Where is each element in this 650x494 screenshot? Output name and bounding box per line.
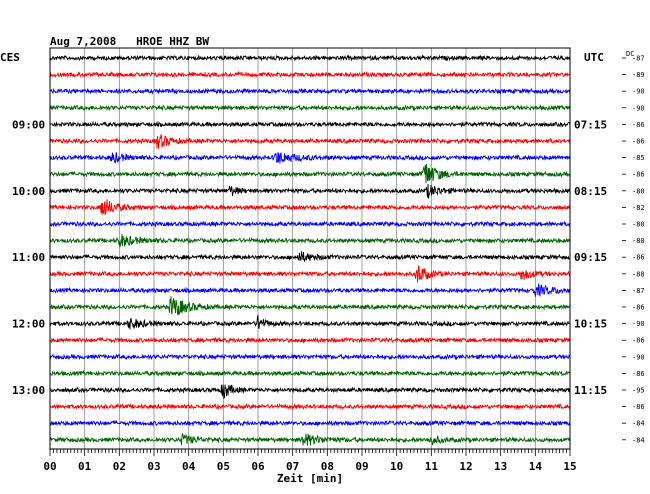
dc-value: -86 [632,370,645,378]
x-tick-label: 04 [182,460,196,473]
x-tick-label: 08 [321,460,334,473]
trace-line [49,433,571,446]
left-time-label: 10:00 [12,185,45,198]
dc-value: -89 [632,71,645,79]
trace-line [49,353,571,361]
trace-line [49,220,571,228]
left-time-label: 12:00 [12,318,45,331]
dc-value: -86 [632,171,645,179]
dc-value: -80 [632,237,645,245]
trace-line [49,402,571,411]
dc-value: -86 [632,304,645,312]
trace-line [49,183,571,199]
x-tick-label: 11 [425,460,439,473]
dc-value: -85 [632,154,645,162]
x-tick-label: 06 [251,460,265,473]
dc-value: -80 [632,221,645,229]
dc-value: -84 [632,420,645,428]
dc-value: -87 [632,55,645,63]
dc-value: -86 [632,121,645,129]
trace-line [49,336,571,344]
seismic-traces [49,54,571,446]
trace-line [49,384,571,400]
x-tick-label: 12 [459,460,472,473]
trace-line [49,369,571,377]
trace-line [49,199,571,215]
dc-value: -88 [632,270,645,278]
right-time-label: 10:15 [574,318,607,331]
x-tick-label: 13 [494,460,507,473]
dc-value: -82 [632,204,645,212]
x-tick-label: 01 [78,460,92,473]
dc-value: -84 [632,436,645,444]
dc-value: -86 [632,138,645,146]
dc-value: -95 [632,387,645,395]
trace-line [49,87,571,95]
x-axis: 00 01 02 03 04 05 06 07 08 09 10 11 12 13 14 15 [43,449,577,473]
x-tick-label: 03 [147,460,160,473]
left-time-label: 09:00 [12,118,45,131]
x-tick-label: 09 [355,460,368,473]
dc-value: -90 [632,88,645,96]
time-labels: 09:00 10:00 11:00 12:00 13:00 07:15 08:15 09:15… [12,55,645,445]
dc-label: DC [626,50,634,58]
right-time-label: 07:15 [574,118,607,131]
dc-value: -86 [632,254,645,262]
trace-line [49,419,571,427]
dc-value: -90 [632,353,645,361]
trace-line [49,104,571,112]
x-tick-label: 07 [286,460,299,473]
trace-line [49,265,571,283]
dc-value: -87 [632,287,645,295]
dc-value: -80 [632,187,645,195]
x-tick-label: 05 [217,460,230,473]
trace-line [49,152,571,164]
trace-line [49,314,571,331]
trace-line [50,251,571,262]
trace-line [49,134,571,149]
trace-line [49,296,571,316]
x-tick-label: 15 [563,460,576,473]
left-timezone-label: CES [0,51,20,64]
trace-line [49,120,571,128]
x-tick-label: 10 [390,460,403,473]
trace-line [49,164,571,184]
dc-value: -90 [632,320,645,328]
left-time-label: 11:00 [12,251,45,264]
x-tick-label: 14 [529,460,543,473]
right-time-label: 09:15 [574,251,607,264]
dc-value: -90 [632,104,645,112]
right-time-label: 08:15 [574,185,607,198]
x-axis-label: Zeit [min] [277,472,343,485]
right-time-label: 11:15 [574,384,607,397]
dc-value: -86 [632,403,645,411]
trace-line [49,70,571,79]
trace-line [49,282,571,298]
left-time-label: 13:00 [12,384,45,397]
dc-value: -86 [632,337,645,345]
x-tick-label: 00 [43,460,56,473]
right-timezone-label: UTC [584,51,604,64]
chart-title: Aug 7,2008 HROE HHZ BW [50,35,209,48]
minute-grid [84,48,536,449]
x-tick-label: 02 [113,460,126,473]
trace-line [49,54,571,62]
trace-line [49,234,571,248]
